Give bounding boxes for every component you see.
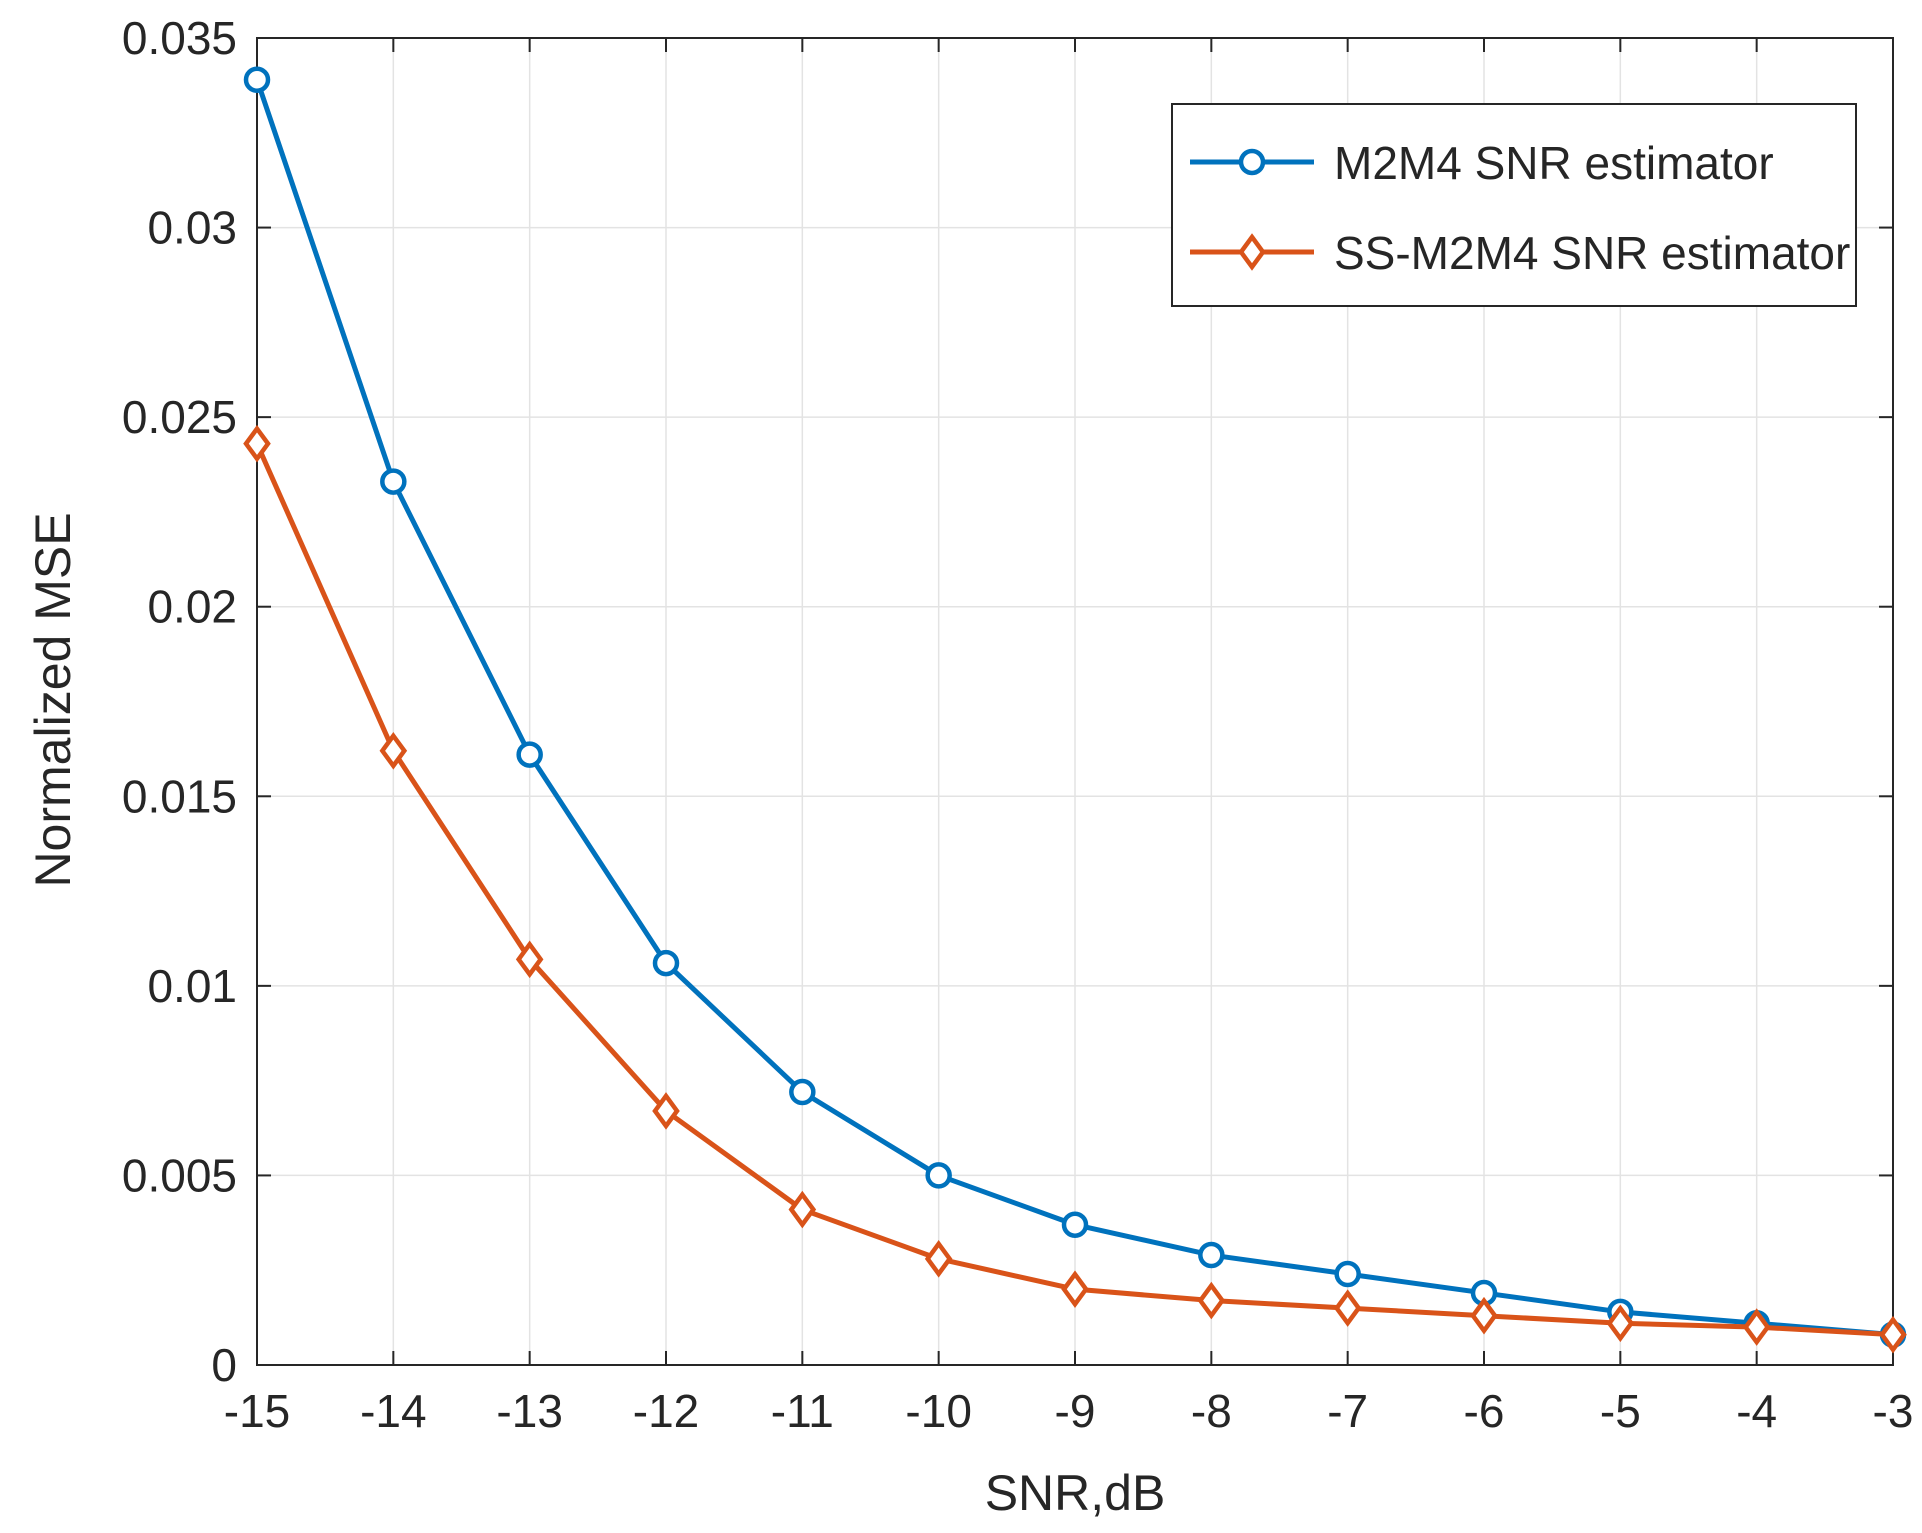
- data-point-diamond: [515, 940, 544, 979]
- series-layer: [243, 66, 1907, 1354]
- data-point-diamond: [924, 1240, 953, 1278]
- legend-label: M2M4 SNR estimator: [1334, 137, 1774, 189]
- series-2: [243, 424, 1907, 1354]
- x-tick-label: -8: [1191, 1385, 1232, 1437]
- data-point-diamond: [1742, 1308, 1771, 1346]
- data-point-diamond: [1879, 1315, 1907, 1354]
- data-point-circle: [789, 1078, 816, 1106]
- y-axis-label: Normalized MSE: [25, 512, 81, 887]
- data-point-diamond: [788, 1190, 817, 1229]
- data-point-diamond: [1197, 1281, 1226, 1320]
- x-tick-label: -7: [1327, 1385, 1368, 1437]
- x-tick-label: -10: [905, 1385, 971, 1437]
- x-tick-label: -11: [771, 1385, 834, 1437]
- x-tick-label: -12: [633, 1385, 699, 1437]
- y-tick-label: 0.025: [122, 391, 237, 443]
- x-tick-label: -14: [360, 1385, 426, 1437]
- y-tick-label: 0.03: [147, 202, 237, 254]
- data-point-circle: [380, 468, 407, 495]
- data-point-diamond: [1470, 1296, 1498, 1335]
- x-tick-label: -4: [1736, 1385, 1777, 1437]
- data-point-circle: [1334, 1260, 1361, 1288]
- x-tick-label: -15: [224, 1385, 290, 1437]
- y-tick-label: 0.005: [122, 1149, 237, 1201]
- data-point-diamond: [243, 424, 271, 463]
- x-axis-label: SNR,dB: [985, 1465, 1166, 1521]
- y-tick-label: 0.035: [122, 12, 237, 64]
- x-tick-label: -5: [1600, 1385, 1641, 1437]
- x-tick-label: -6: [1464, 1385, 1505, 1437]
- axes-layer: -15 -14 -13 -12 -11 -10 -9 -8 -7 -6 -5 -4 -3 0 0.005 0.…: [122, 12, 1914, 1437]
- data-point-circle: [1198, 1241, 1225, 1269]
- y-tick-label: 0.015: [122, 770, 237, 822]
- y-tick-label: 0: [211, 1339, 237, 1391]
- data-point-diamond: [1606, 1304, 1635, 1343]
- data-point-circle: [925, 1162, 952, 1189]
- legend-marker-diamond: [1238, 233, 1266, 271]
- data-point-diamond: [652, 1092, 680, 1130]
- x-tick-label: -3: [1873, 1385, 1914, 1437]
- legend-box: [1171, 103, 1857, 307]
- data-point-circle: [516, 741, 543, 768]
- data-point-diamond: [1333, 1289, 1362, 1327]
- legend: M2M4 SNR estimator SS-M2M4 SNR estimator: [1171, 103, 1857, 307]
- x-tick-label: -9: [1055, 1385, 1096, 1437]
- legend-label: SS-M2M4 SNR estimator: [1334, 227, 1850, 279]
- x-tick-label: -13: [496, 1385, 562, 1437]
- data-point-circle: [652, 949, 680, 977]
- y-tick-label: 0.02: [147, 581, 237, 633]
- legend-marker-circle: [1238, 148, 1266, 176]
- y-tick-label: 0.01: [147, 960, 237, 1012]
- data-point-circle: [1061, 1211, 1089, 1238]
- data-point-circle: [243, 66, 271, 93]
- data-point-diamond: [379, 731, 408, 770]
- data-point-diamond: [1061, 1270, 1089, 1308]
